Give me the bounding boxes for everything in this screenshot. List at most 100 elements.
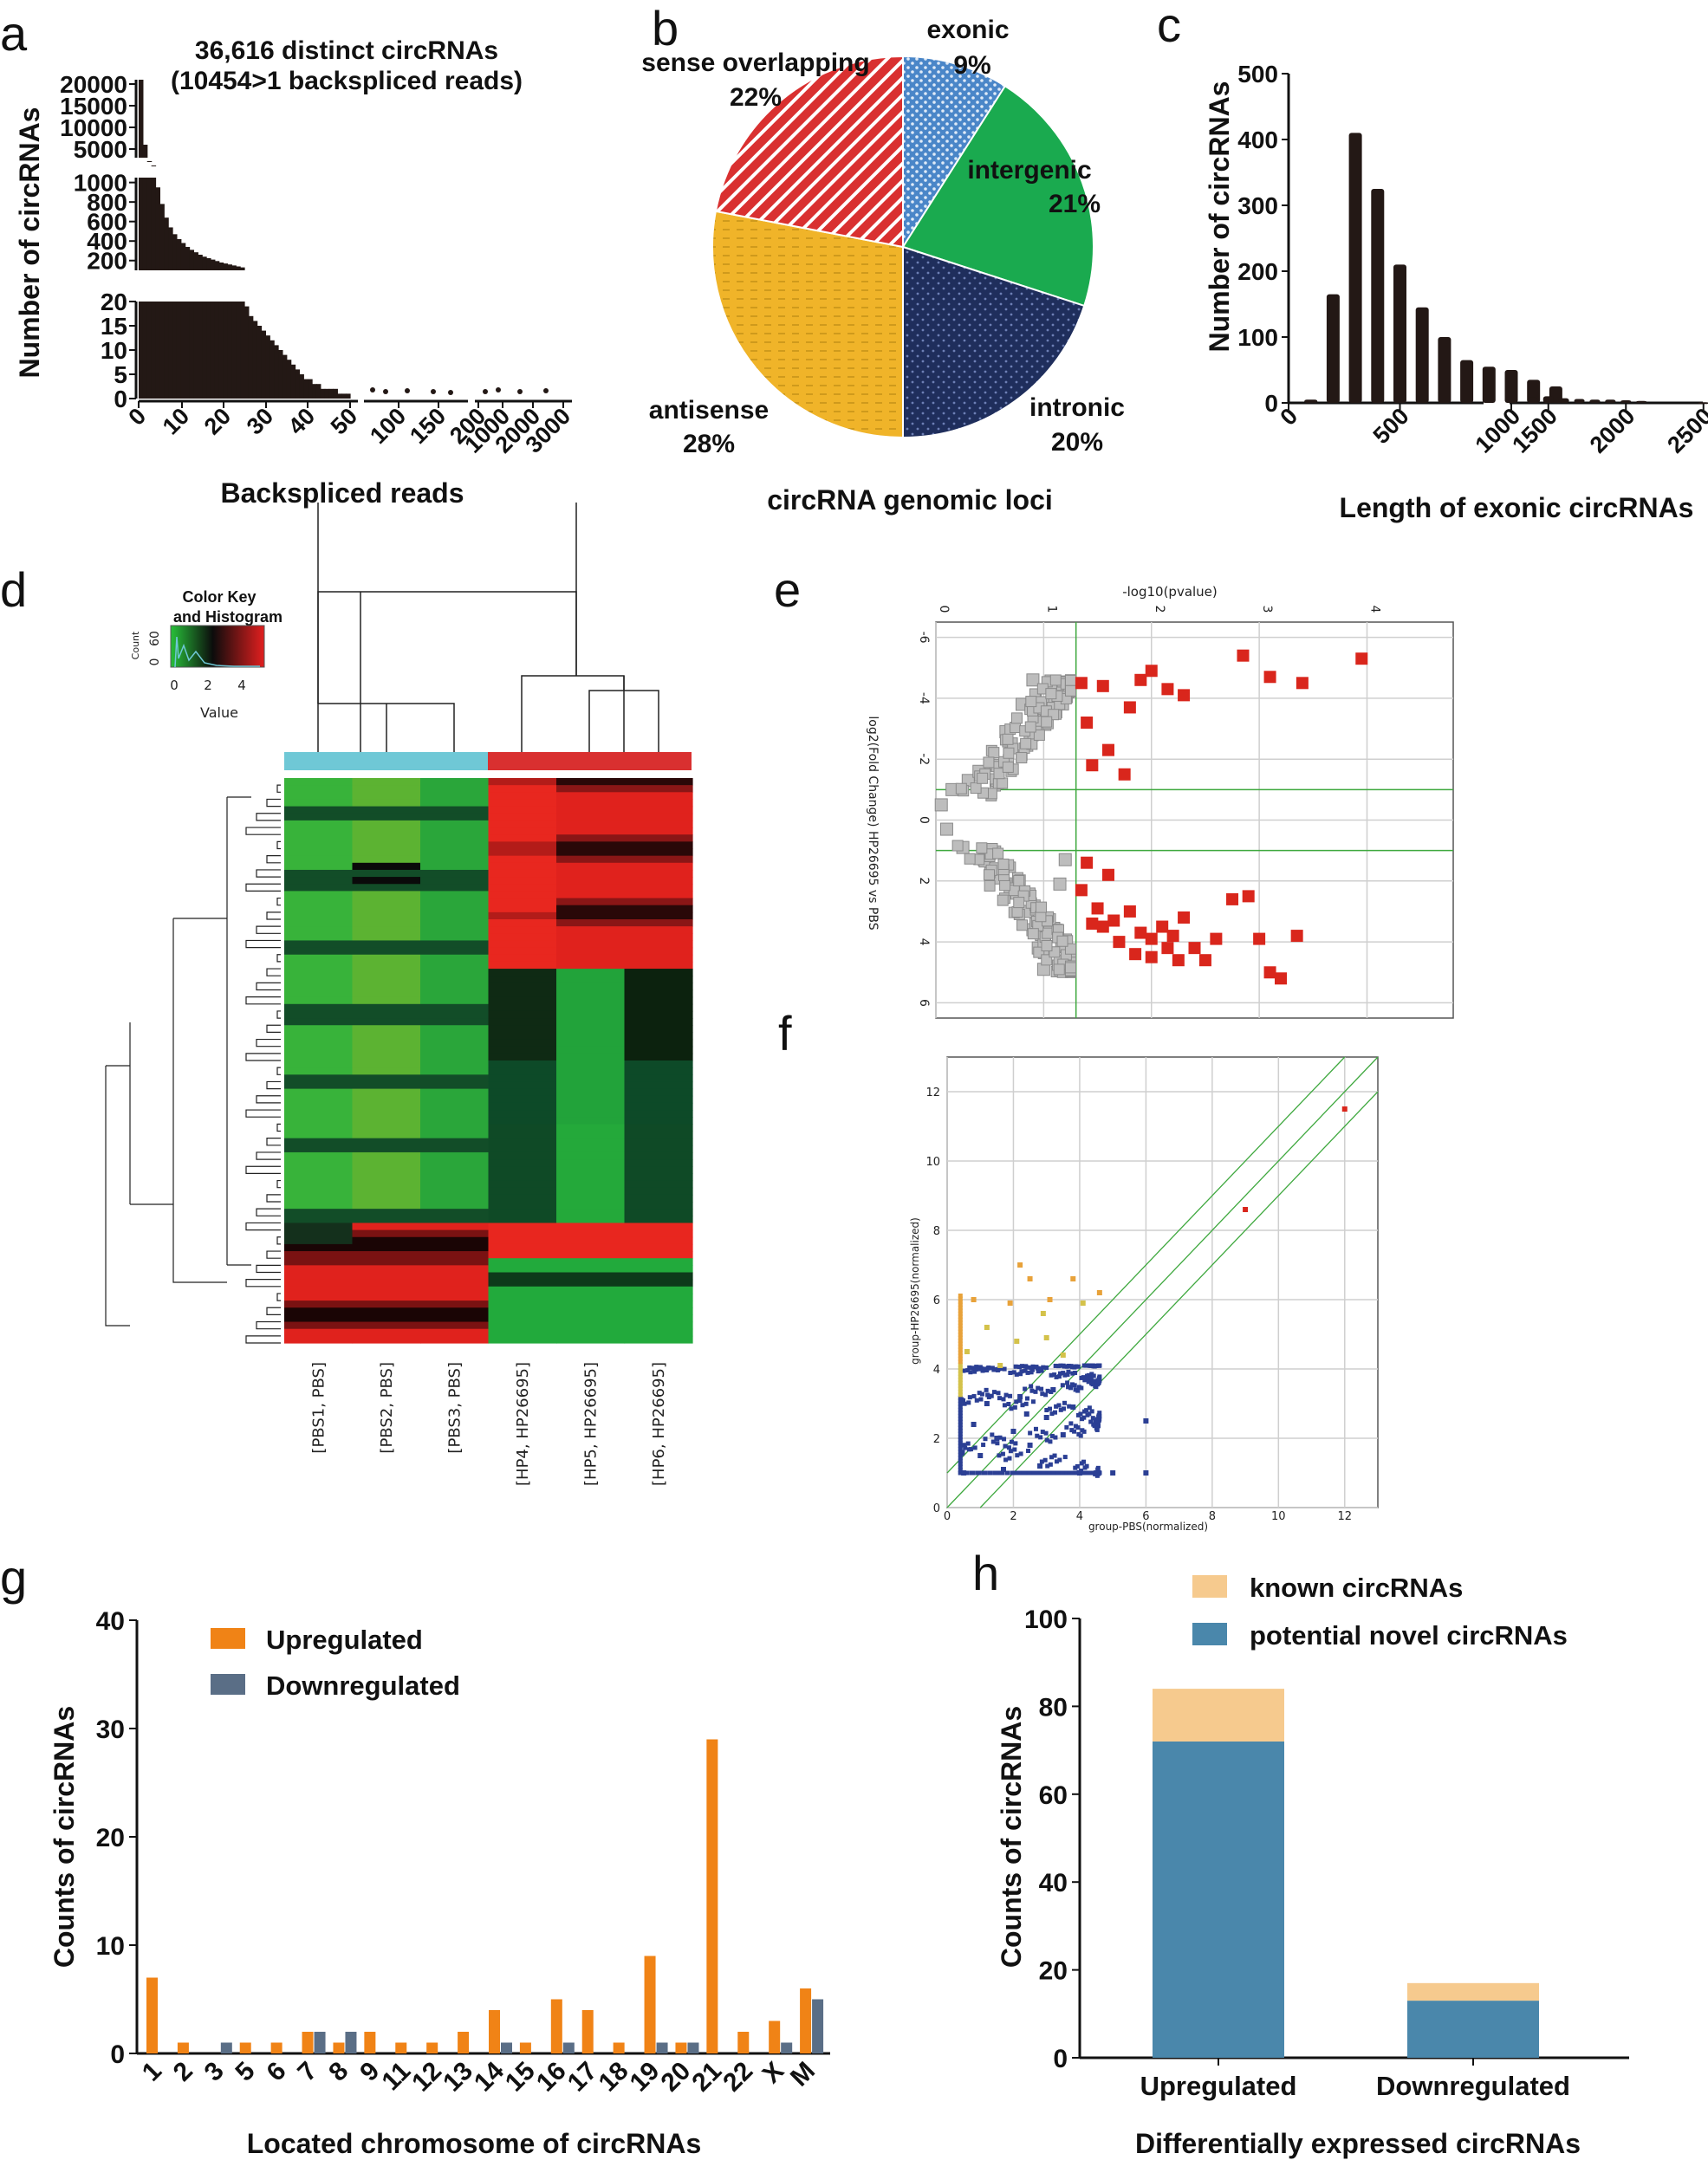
heatmap-cell: [284, 1209, 354, 1216]
heatmap-cell: [488, 785, 557, 793]
heatmap-cell: [284, 869, 354, 878]
panel-f-point: [1000, 1467, 1006, 1472]
panel-h-ytick-label: 40: [1039, 1869, 1068, 1897]
panel-h-ytick-label: 100: [1024, 1605, 1068, 1634]
heatmap-cell: [624, 1053, 693, 1061]
panel-g-bar-up: [364, 2032, 376, 2053]
heatmap-cell: [488, 940, 557, 949]
heatmap-cell: [624, 778, 693, 786]
panel-f-point: [1018, 1451, 1023, 1456]
panel-e-point-ns: [970, 782, 982, 795]
heatmap-cell: [556, 996, 626, 1005]
panel-f-point: [958, 1428, 963, 1433]
heatmap-cell: [284, 1151, 354, 1160]
panel-f-point: [1045, 1463, 1050, 1469]
row-dendrogram-branch: [245, 1335, 281, 1344]
heatmap-cell: [352, 1138, 421, 1146]
heatmap-cell: [488, 1314, 557, 1323]
heatmap-cell: [488, 813, 557, 821]
panel-f-point: [1070, 1404, 1076, 1410]
panel-a-bar: [206, 257, 211, 270]
color-key-histogram: [174, 636, 260, 668]
row-dendrogram-branch: [256, 1320, 281, 1330]
heatmap-cell: [352, 1003, 421, 1012]
color-key-ytick-60: 60: [148, 631, 162, 646]
heatmap-cell: [420, 1301, 490, 1308]
heatmap-cell: [488, 1202, 557, 1210]
panel-f-point: [1096, 1290, 1102, 1295]
heatmap-cell: [556, 1314, 626, 1323]
heatmap-cell: [352, 969, 421, 976]
panel-f-point: [1047, 1470, 1052, 1476]
panel-e-point-sig: [1178, 911, 1191, 924]
heatmap-cell: [352, 1335, 421, 1344]
heatmap-cell: [352, 1110, 421, 1118]
row-dendrogram-branch: [245, 1109, 281, 1118]
heatmap-cell: [624, 799, 693, 808]
row-dendrogram-branch: [245, 1165, 281, 1174]
heatmap-cell: [284, 1159, 354, 1167]
panel-e-point-ns: [1064, 674, 1076, 686]
panel-c-bar: [1326, 294, 1340, 403]
panel-f-point: [958, 1470, 963, 1476]
heatmap-cell: [420, 1032, 490, 1041]
heatmap-cell: [624, 1209, 693, 1216]
panel-f-point: [998, 1470, 1003, 1476]
panel-f-point: [958, 1389, 963, 1394]
panel-f-ytick-label: 2: [933, 1433, 940, 1446]
heatmap-cell: [352, 855, 421, 864]
panel-f-point: [958, 1468, 963, 1473]
row-dendrogram-branch: [256, 982, 281, 991]
panel-a-bar: [198, 302, 203, 399]
panel-g-bar-down: [501, 2042, 512, 2053]
heatmap-cell: [420, 834, 490, 842]
panel-f-point: [1017, 1398, 1023, 1404]
heatmap-cell: [352, 799, 421, 808]
panel-a-ytick-label: 800: [87, 189, 127, 216]
panel-a-bar: [333, 388, 338, 399]
panel-g-bar-down: [314, 2032, 326, 2053]
panel-e-point-sig: [1091, 902, 1104, 915]
panel-f-point: [1080, 1470, 1085, 1476]
heatmap-cell: [420, 926, 490, 934]
legend-label-novel: potential novel circRNAs: [1250, 1620, 1568, 1651]
panel-e-point-ns: [939, 822, 953, 836]
panel-g-bar-up: [519, 2042, 531, 2053]
heatmap-cell: [284, 1081, 354, 1090]
heatmap-cell: [556, 1081, 626, 1090]
panel-f-ytick-label: 10: [925, 1156, 940, 1169]
panel-f-fold-line: [946, 1056, 1379, 1508]
panel-f-point: [997, 1453, 1002, 1458]
panel-f-point: [1062, 1364, 1067, 1369]
panel-c-bar: [1542, 396, 1554, 403]
panel-f-point: [1075, 1425, 1081, 1430]
heatmap-cell: [488, 1003, 557, 1012]
panel-f-point: [1012, 1447, 1017, 1452]
heatmap-cell: [284, 1229, 354, 1238]
heatmap-cell: [488, 1216, 557, 1224]
heatmap-cell: [284, 933, 354, 942]
heatmap-cell: [624, 1095, 693, 1104]
panel-a-bar: [218, 262, 224, 270]
row-dendrogram-branch: [266, 968, 281, 976]
panel-f-point: [958, 1452, 963, 1457]
panel-e-point-sig: [1355, 652, 1368, 665]
heatmap-cell: [624, 891, 693, 899]
panel-c-ylabel: Number of circRNAs: [1204, 81, 1235, 353]
heatmap-cell: [624, 933, 693, 942]
heatmap-cell: [420, 792, 490, 801]
heatmap-cell: [284, 1202, 354, 1210]
panel-f-point: [1058, 1407, 1063, 1412]
panel-f-point: [1011, 1470, 1016, 1476]
heatmap-cell: [420, 898, 490, 906]
panel-a-title: 36,616 distinct circRNAs: [195, 36, 498, 65]
panel-c-ytick-label: 200: [1237, 258, 1278, 285]
panel-a-bar: [257, 326, 263, 399]
panel-g-bar-up: [489, 2010, 500, 2053]
heatmap-cell: [420, 911, 490, 920]
panel-f-point: [1044, 1437, 1049, 1443]
heatmap-cell: [284, 1124, 354, 1132]
panel-f-point: [971, 1422, 977, 1427]
heatmap-cell: [284, 1110, 354, 1118]
